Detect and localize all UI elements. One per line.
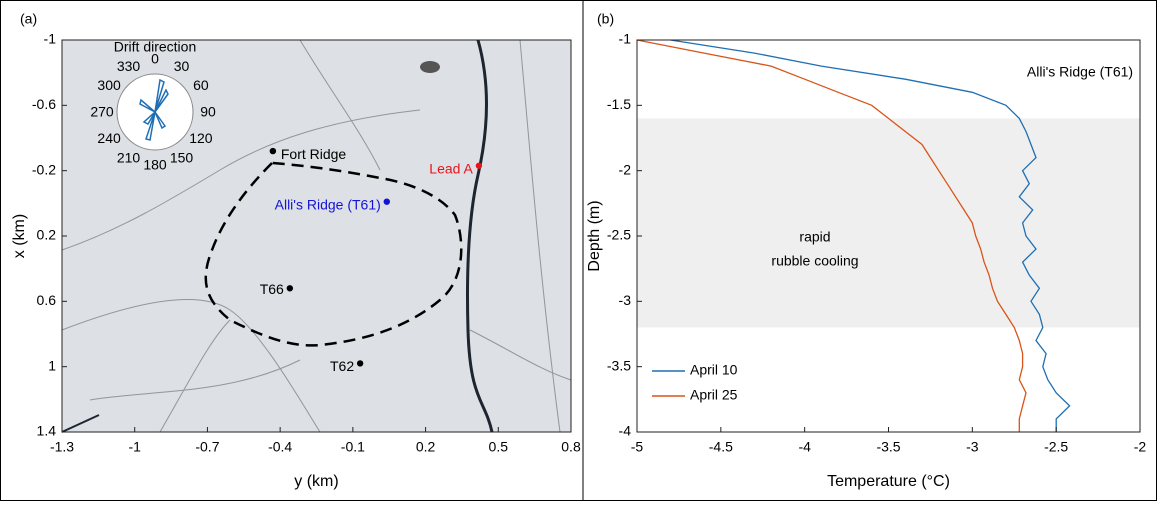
x-tick-label: -0.4: [268, 439, 292, 455]
direction-tick-label: 0: [151, 51, 159, 67]
station-label: Fort Ridge: [281, 146, 347, 162]
direction-tick-label: 330: [117, 58, 141, 74]
y-tick-label: 0.2: [37, 227, 57, 243]
station-label: Lead A: [429, 160, 473, 176]
direction-tick-label: 300: [97, 77, 121, 93]
y-tick-label: -2: [619, 161, 632, 177]
x-tick-label: -0.1: [341, 439, 365, 455]
y-tick-label: 1: [48, 357, 56, 373]
x-tick-label: -1: [128, 439, 141, 455]
x-tick-label: -4: [798, 439, 811, 455]
station-label: T66: [260, 281, 284, 297]
profile-line: [670, 39, 1071, 432]
x-tick-label: -2.5: [1044, 439, 1068, 455]
direction-tick-label: 120: [189, 130, 213, 146]
y-tick-label: -4: [619, 423, 632, 439]
direction-tick-label: 180: [143, 157, 167, 173]
y-tick-label: 1.4: [37, 423, 57, 439]
y-axis-label: x (km): [11, 214, 28, 258]
x-axis-label: Temperature (°C): [827, 473, 950, 490]
x-tick-label: -5: [631, 439, 644, 455]
station-point: [475, 162, 483, 169]
ice-cracks: [61, 39, 572, 433]
station-point: [286, 285, 294, 292]
profile-line: [636, 39, 1027, 432]
station-point: [383, 198, 390, 205]
y-tick-label: -0.6: [32, 96, 56, 112]
annotation: Alli's Ridge (T61): [1027, 64, 1133, 80]
direction-tick-label: 30: [174, 58, 190, 74]
direction-tick-label: 90: [200, 104, 216, 120]
panel-label: (a): [20, 11, 37, 27]
direction-tick-label: 210: [117, 150, 141, 166]
station-point: [356, 360, 364, 367]
y-tick-label: -1: [44, 31, 57, 47]
direction-tick-label: 60: [193, 77, 209, 93]
rose-petals: [139, 78, 169, 141]
x-tick-label: 0.2: [416, 439, 436, 455]
x-tick-label: -1.3: [50, 439, 74, 455]
annotation: rubble cooling: [771, 253, 858, 269]
lead-crack: [465, 39, 494, 433]
direction-tick-label: 150: [170, 150, 194, 166]
y-tick-label: -1.5: [607, 96, 631, 112]
direction-tick-label: 240: [97, 130, 121, 146]
ship: [420, 61, 440, 73]
y-tick-label: -2.5: [607, 227, 631, 243]
legend-label: April 10: [690, 362, 738, 378]
station-label: Alli's Ridge (T61): [275, 196, 381, 212]
legend-label: April 25: [690, 387, 738, 403]
shaded-band: [637, 118, 1140, 328]
x-tick-label: -3: [966, 439, 979, 455]
crack: [61, 414, 100, 433]
x-axis-label: y (km): [294, 473, 338, 490]
y-axis-label: Depth (m): [586, 200, 603, 271]
y-tick-label: -1: [619, 31, 632, 47]
station-label: T62: [330, 358, 354, 374]
x-tick-label: 0.8: [561, 439, 581, 455]
inset-title: Drift direction: [114, 39, 196, 55]
panel-label: (b): [597, 11, 614, 27]
floe-boundary: [204, 161, 463, 347]
y-tick-label: -3.5: [607, 357, 631, 373]
x-tick-label: -3.5: [876, 439, 900, 455]
x-tick-label: -0.7: [195, 439, 219, 455]
annotation: rapid: [799, 229, 830, 245]
y-tick-label: 0.6: [37, 292, 57, 308]
direction-tick-label: 270: [90, 104, 114, 120]
x-tick-label: -2: [1134, 439, 1147, 455]
y-tick-label: -0.2: [32, 161, 56, 177]
x-tick-label: 0.5: [489, 439, 509, 455]
y-tick-label: -3: [619, 292, 632, 308]
station-point: [269, 147, 277, 155]
x-tick-label: -4.5: [709, 439, 733, 455]
